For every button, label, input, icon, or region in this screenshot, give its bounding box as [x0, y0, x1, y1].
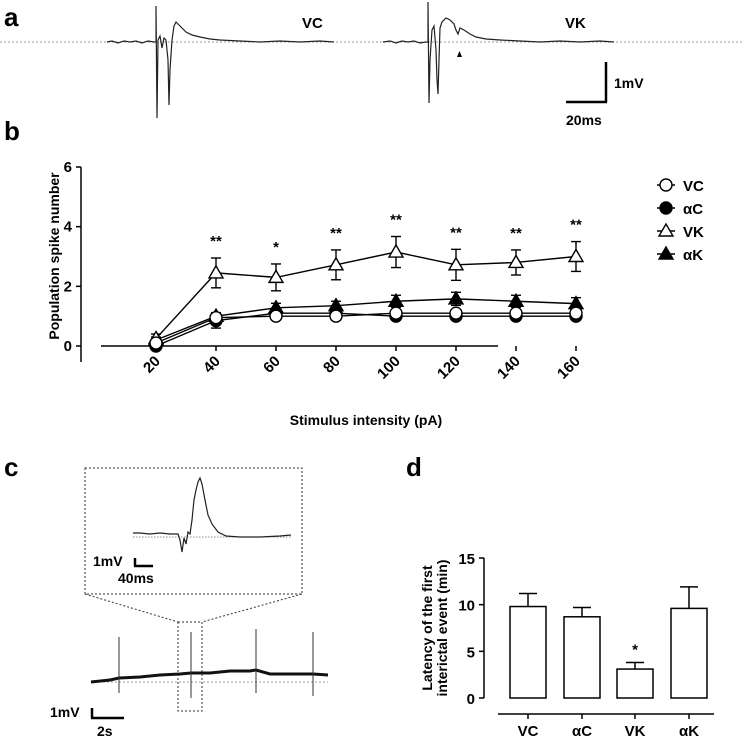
- legend-label-VK: VK: [683, 224, 704, 241]
- b-point-VK: [387, 243, 405, 258]
- d-x-tick-label: VC: [518, 723, 539, 739]
- trace-vk: [382, 1, 615, 104]
- b-y-tick-label: 2: [64, 278, 72, 295]
- b-x-tick-label: 100: [374, 353, 404, 383]
- trace-label-vk: VK: [565, 15, 586, 32]
- b-point-VC: [209, 310, 223, 325]
- d-y-tick-label: 10: [458, 598, 475, 615]
- b-significance-label: **: [330, 225, 342, 242]
- main-trace: [90, 668, 329, 684]
- b-x-tick-label: 40: [200, 353, 224, 377]
- b-point-VK: [267, 268, 285, 284]
- b-x-tick-label: 80: [320, 353, 344, 377]
- panel-c: c 1mV 40ms 1mV 2s: [4, 452, 329, 739]
- inset-scale-time: 40ms: [118, 570, 154, 586]
- scale-label-time: 20ms: [566, 112, 602, 128]
- main-scale-voltage: 1mV: [50, 704, 80, 720]
- b-point-VC: [389, 306, 403, 320]
- b-point-VC: [449, 306, 463, 320]
- b-point-αK: [507, 292, 525, 307]
- d-bar-αC: [563, 616, 601, 699]
- b-point-VC: [509, 306, 523, 320]
- main-scale-time: 2s: [97, 723, 113, 739]
- d-y-tick-label: 5: [467, 644, 475, 661]
- b-x-tick-label: 60: [260, 353, 284, 377]
- d-x-tick-label: VK: [625, 723, 646, 739]
- b-series-line-αK: [155, 298, 577, 341]
- b-significance-label: **: [450, 224, 462, 241]
- b-x-axis-label: Stimulus intensity (pA): [290, 412, 442, 428]
- panel-a-label: a: [4, 2, 19, 32]
- d-x-tick-label: αC: [572, 723, 592, 739]
- inset-trace: [133, 476, 292, 553]
- d-significance-label: *: [632, 642, 638, 659]
- arrowhead-marker-icon: [457, 51, 462, 57]
- b-y-tick-label: 0: [64, 338, 72, 355]
- b-x-tick-label: 160: [554, 353, 584, 383]
- b-significance-label: **: [390, 212, 402, 229]
- legend-marker-αC: [659, 201, 673, 215]
- b-y-tick-label: 6: [64, 159, 72, 176]
- b-significance-label: **: [510, 225, 522, 242]
- b-x-tick-label: 20: [140, 353, 164, 377]
- d-y-axis-label-line1: Latency of the first: [419, 565, 435, 691]
- legend-marker-VK: [657, 222, 675, 237]
- b-significance-label: **: [210, 233, 222, 250]
- panel-c-label: c: [4, 452, 18, 482]
- legend-marker-VC: [659, 178, 673, 192]
- panel-d: d Latency of the first interictal event …: [406, 452, 714, 739]
- main-spikes: [118, 629, 314, 698]
- d-bar-VK: [616, 668, 654, 699]
- legend-label-αK: αK: [683, 247, 703, 264]
- legend-marker-αK: [657, 245, 675, 260]
- scale-label-voltage: 1mV: [614, 75, 644, 91]
- zoom-connector-left: [84, 593, 179, 623]
- d-y-tick-label: 0: [467, 691, 475, 708]
- d-y-tick-label: 15: [458, 551, 475, 568]
- zoom-connector-right: [201, 593, 303, 623]
- panel-b-label: b: [4, 116, 20, 146]
- legend-label-VC: VC: [683, 178, 704, 195]
- b-significance-label: *: [273, 239, 279, 256]
- b-point-VK: [327, 256, 345, 271]
- d-bar-VC: [509, 605, 547, 699]
- d-y-axis-label-line2: interictal event (min): [434, 560, 450, 697]
- b-point-VK: [507, 254, 525, 269]
- b-point-αK: [447, 290, 465, 305]
- b-point-VC: [149, 336, 163, 350]
- trace-label-vc: VC: [302, 15, 323, 32]
- panel-d-label: d: [406, 452, 422, 482]
- panel-b: b Population spike number Stimulus inten…: [4, 116, 704, 428]
- b-point-VC: [569, 306, 583, 320]
- b-significance-label: **: [570, 217, 582, 234]
- inset-scale-voltage: 1mV: [93, 553, 123, 569]
- zoom-region-box: [177, 621, 203, 712]
- b-y-tick-label: 4: [64, 219, 73, 236]
- b-y-axis-label: Population spike number: [46, 172, 62, 340]
- b-point-αK: [387, 292, 405, 307]
- legend-label-αC: αC: [683, 201, 703, 218]
- b-point-VC: [269, 309, 283, 323]
- panel-a: a VC VK 1mV 20ms: [0, 1, 742, 128]
- b-point-VC: [329, 309, 343, 323]
- b-series-line-VK: [155, 251, 577, 340]
- b-point-VK: [567, 248, 585, 263]
- d-x-tick-label: αK: [679, 723, 699, 739]
- b-point-VK: [207, 264, 225, 279]
- b-point-VK: [447, 256, 465, 271]
- trace-vc: [106, 5, 335, 119]
- b-series-line-αC: [155, 312, 576, 347]
- b-x-tick-label: 140: [494, 353, 524, 383]
- d-bar-αK: [670, 607, 708, 699]
- b-x-tick-label: 120: [434, 353, 464, 383]
- inset-box: [84, 467, 303, 595]
